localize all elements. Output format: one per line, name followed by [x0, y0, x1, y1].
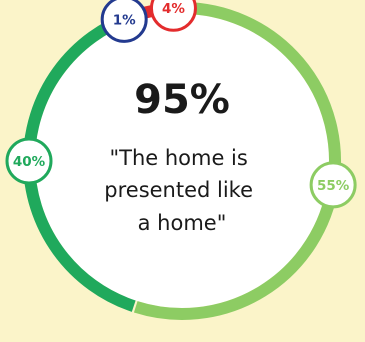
slice-badge-1: 40%	[5, 137, 53, 185]
slice-badge-3: 4%	[149, 0, 197, 32]
center-disc	[35, 14, 329, 308]
slice-badge-circle-2	[100, 0, 148, 43]
caption-quote: "The home is presented like a home"	[104, 146, 259, 235]
slice-label-2: 1%	[113, 12, 136, 28]
caption-line-1: "The home is	[109, 146, 247, 170]
slice-badge-circle-0	[309, 161, 357, 209]
slice-badges: 55% 40% 1% 4%	[5, 0, 357, 209]
slice-label-3: 4%	[162, 1, 185, 17]
slice-badge-circle-3	[149, 0, 197, 32]
caption-line-3: a home"	[138, 211, 227, 235]
slice-badge-0: 55%	[309, 161, 357, 209]
slice-label-0: 55%	[317, 178, 350, 194]
slice-badge-2: 1%	[100, 0, 148, 43]
caption-line-2: presented like	[104, 178, 253, 202]
slice-badge-circle-1	[5, 137, 53, 185]
slice-label-1: 40%	[13, 154, 46, 170]
headline-percentage: 95%	[134, 77, 230, 123]
